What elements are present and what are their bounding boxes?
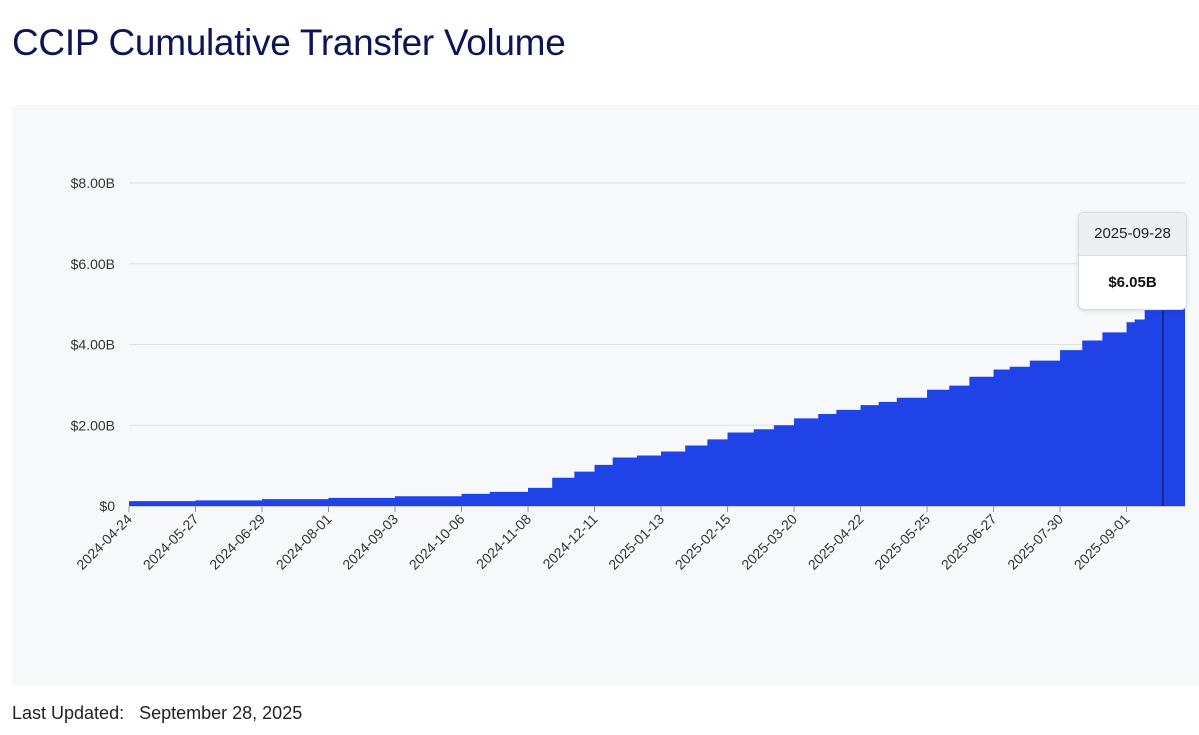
x-tick-label: 2024-06-29 — [206, 511, 268, 573]
x-tick-label: 2025-02-15 — [672, 511, 734, 573]
cumulative-volume-chart[interactable]: $0$2.00B$4.00B$6.00B$8.00B 2024-04-24 202… — [12, 105, 1199, 685]
last-updated: Last Updated: September 28, 2025 — [12, 703, 302, 724]
y-tick-label: $2.00B — [71, 417, 115, 433]
page-title: CCIP Cumulative Transfer Volume — [12, 22, 566, 63]
x-tick-label: 2024-09-03 — [339, 511, 401, 573]
tooltip-date: 2025-09-28 — [1079, 213, 1186, 256]
y-tick-label: $8.00B — [71, 175, 115, 191]
x-axis: 2024-04-24 2024-05-27 2024-06-29 2024-08-01… — [73, 506, 1185, 573]
hover-tooltip: 2025-09-28 $6.05B — [1078, 212, 1187, 310]
y-tick-label: $0 — [99, 498, 115, 514]
x-tick-label: 2025-09-01 — [1071, 511, 1133, 573]
x-tick-label: 2024-08-01 — [273, 511, 335, 573]
last-updated-label: Last Updated: — [12, 703, 125, 723]
x-tick-label: 2025-05-25 — [871, 511, 933, 573]
x-tick-label: 2024-12-11 — [539, 511, 600, 572]
y-tick-label: $6.00B — [71, 256, 115, 272]
x-tick-label: 2024-04-24 — [73, 511, 135, 573]
x-tick-label: 2025-04-22 — [805, 511, 867, 573]
last-updated-value: September 28, 2025 — [139, 703, 303, 723]
cumulative-volume-area — [129, 261, 1185, 506]
x-tick-label: 2025-06-27 — [938, 511, 1000, 573]
x-tick-label: 2024-11-08 — [473, 511, 534, 572]
x-tick-label: 2025-07-30 — [1004, 511, 1066, 573]
x-tick-label: 2024-05-27 — [140, 511, 202, 573]
chart-panel: $0 $2.00B $4.00B $6.00B $8.00B 2024-04-24 202… — [12, 105, 1199, 685]
x-tick-label: 2025-03-20 — [738, 511, 800, 573]
area-series — [129, 261, 1185, 506]
y-axis: $0 $2.00B $4.00B $6.00B $8.00B — [71, 175, 116, 514]
tooltip-value: $6.05B — [1108, 274, 1157, 291]
x-tick-label: 2024-10-06 — [406, 511, 468, 573]
y-tick-label: $4.00B — [71, 337, 115, 353]
x-tick-label: 2025-01-13 — [605, 511, 667, 573]
